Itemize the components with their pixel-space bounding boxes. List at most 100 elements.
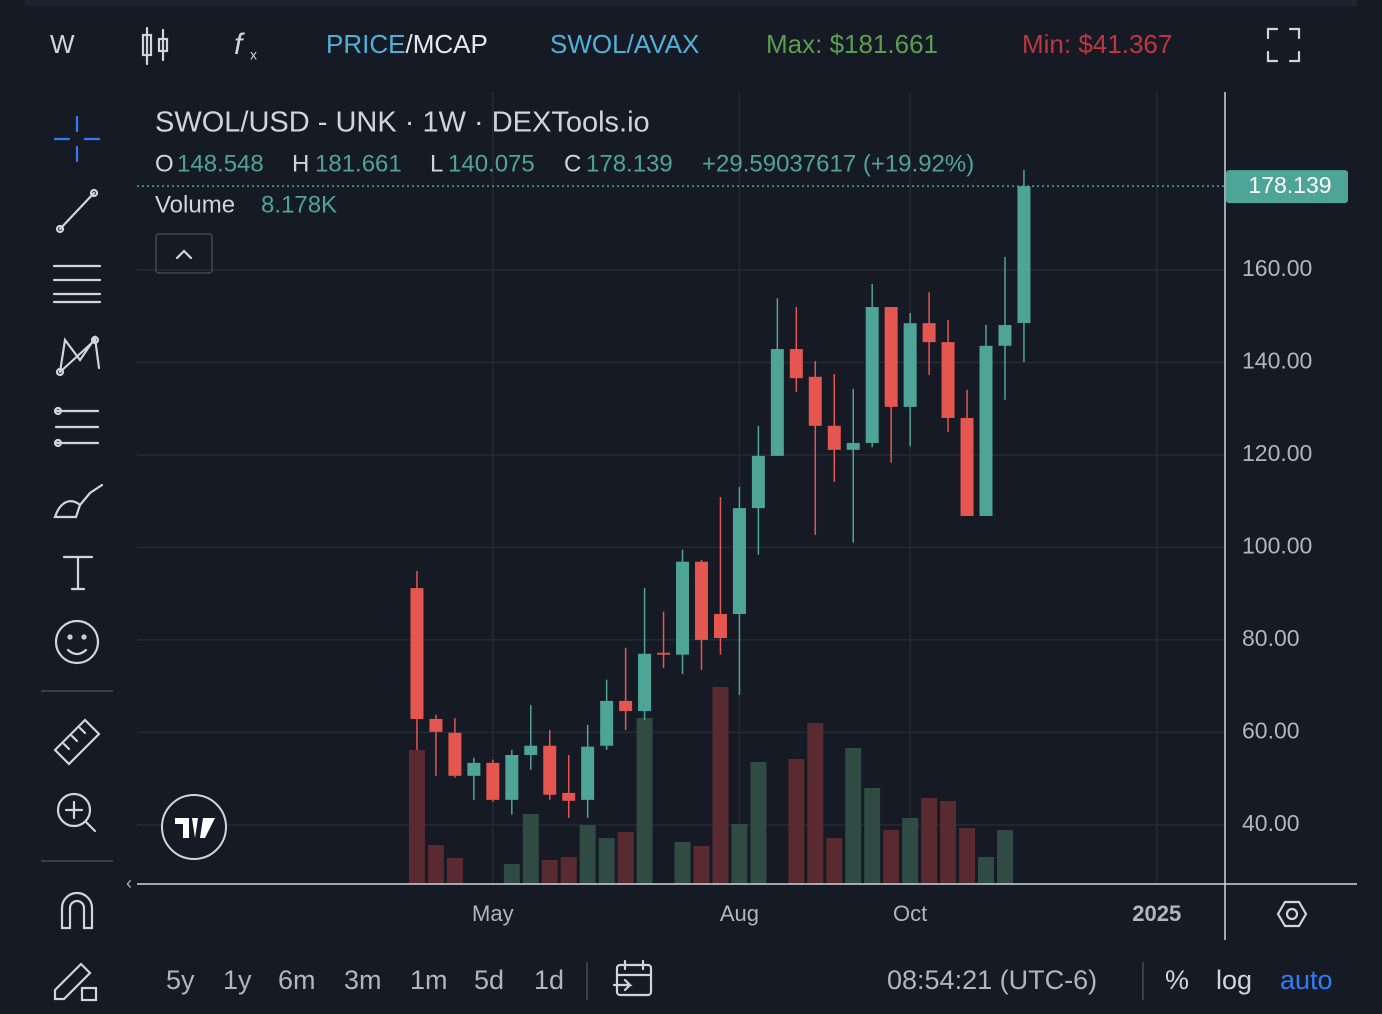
candle-body <box>960 417 974 516</box>
candle-body <box>903 323 917 407</box>
y-tick-label: 40.00 <box>1242 810 1300 836</box>
volume-bar <box>674 842 691 884</box>
candle-body <box>543 745 557 795</box>
legend-change: +29.59037617 (+19.92%) <box>702 150 974 177</box>
candle-body <box>448 732 462 776</box>
y-tick-label: 140.00 <box>1242 348 1312 374</box>
clock: 08:54:21 (UTC-6) <box>887 965 1097 995</box>
candle-body <box>941 342 955 418</box>
range-button[interactable]: 6m <box>278 965 316 995</box>
legend-o: O <box>155 150 174 177</box>
price-option[interactable]: PRICE <box>326 29 405 59</box>
volume-bar <box>864 788 881 884</box>
volume-bar <box>503 864 520 884</box>
volume-bar <box>693 846 710 884</box>
y-tick-label: 80.00 <box>1242 625 1300 651</box>
collapse-legend[interactable] <box>155 233 213 274</box>
volume-bar <box>712 687 729 884</box>
goto-date-button[interactable] <box>612 959 653 997</box>
legend-c: C <box>564 150 581 177</box>
volume-bar <box>940 801 957 884</box>
tv-logo-mark <box>175 818 215 838</box>
candle-body <box>751 455 765 509</box>
top-edge <box>25 0 1357 6</box>
price-mcap-toggle[interactable]: PRICE/MCAP <box>326 29 488 59</box>
volume-bar <box>996 830 1013 884</box>
legend-low: 140.075 <box>448 150 535 177</box>
candle-body <box>998 325 1012 346</box>
volume-bar <box>959 828 976 884</box>
log-toggle[interactable]: log <box>1216 965 1252 995</box>
range-button[interactable]: 1m <box>410 965 448 995</box>
volume-bar <box>826 838 843 884</box>
candle-type-button[interactable] <box>141 26 169 66</box>
range-button[interactable]: 1d <box>534 965 564 995</box>
y-tick-label: 160.00 <box>1242 255 1312 281</box>
candle-body <box>789 349 803 379</box>
volume-bar <box>807 723 824 884</box>
volume-bar <box>541 860 558 884</box>
range-button[interactable]: 1y <box>223 965 252 995</box>
x-tick-label: 2025 <box>1132 901 1181 926</box>
volume-bar <box>598 838 615 884</box>
volume-bar <box>845 748 862 884</box>
mcap-option[interactable]: /MCAP <box>405 29 487 59</box>
percent-toggle[interactable]: % <box>1165 965 1189 995</box>
volume-bar <box>731 824 748 884</box>
legend-open: 148.548 <box>177 150 264 177</box>
candle-body <box>676 561 690 655</box>
range-button[interactable]: 3m <box>344 965 382 995</box>
drawing-tools[interactable] <box>52 115 104 1002</box>
fullscreen-button[interactable] <box>1266 27 1301 63</box>
indicators-button[interactable]: f <box>234 28 245 61</box>
pair-button[interactable]: SWOL/AVAX <box>550 29 699 59</box>
candle-body <box>505 755 519 800</box>
y-tick-label: 100.00 <box>1242 532 1312 558</box>
auto-toggle[interactable]: auto <box>1280 965 1333 995</box>
volume-bar <box>788 759 805 884</box>
collapse-toolbar[interactable]: ‹ <box>126 873 132 893</box>
candle-body <box>922 323 936 343</box>
settings-button[interactable] <box>1276 900 1308 928</box>
legend-volume-value: 8.178K <box>261 191 337 218</box>
candle-body <box>808 376 822 426</box>
candle-body <box>486 762 500 800</box>
legend-volume: Volume <box>155 191 235 218</box>
volume-bar <box>579 825 596 884</box>
volume-bar <box>921 798 938 884</box>
range-button[interactable]: 5y <box>166 965 195 995</box>
candle-body <box>770 349 784 456</box>
candle-body <box>865 306 879 443</box>
candle-body <box>410 588 424 719</box>
legend-close: 178.139 <box>586 150 673 177</box>
volume-bar <box>902 818 919 884</box>
legend-h: H <box>292 150 309 177</box>
candle-body <box>467 762 481 776</box>
legend-title: SWOL/USD - UNK · 1W · DEXTools.io <box>155 107 650 139</box>
candle-body <box>657 652 671 655</box>
candle-body <box>827 425 841 450</box>
x-tick-label: Oct <box>893 901 927 926</box>
volume-bar <box>446 858 463 884</box>
plot <box>137 92 1225 884</box>
candle-body <box>846 442 860 450</box>
interval-button[interactable]: W <box>50 29 75 59</box>
range-button[interactable]: 5d <box>474 965 504 995</box>
legend-high: 181.661 <box>315 150 402 177</box>
volume-bar <box>408 750 425 884</box>
x-tick-label: Aug <box>720 901 759 926</box>
legend-l: L <box>430 150 443 177</box>
volume-bar <box>522 814 539 884</box>
volume-bar <box>978 857 995 884</box>
max-price: Max: $181.661 <box>766 29 938 59</box>
volume-bar <box>636 718 653 884</box>
candle-body <box>619 700 633 712</box>
candle-body <box>581 746 595 800</box>
x-tick-label: May <box>472 901 514 926</box>
candle-body <box>1017 186 1031 323</box>
indicators-button[interactable]: x <box>250 47 257 63</box>
candle-body <box>713 613 727 639</box>
last-price-label: 178.139 <box>1248 172 1331 198</box>
